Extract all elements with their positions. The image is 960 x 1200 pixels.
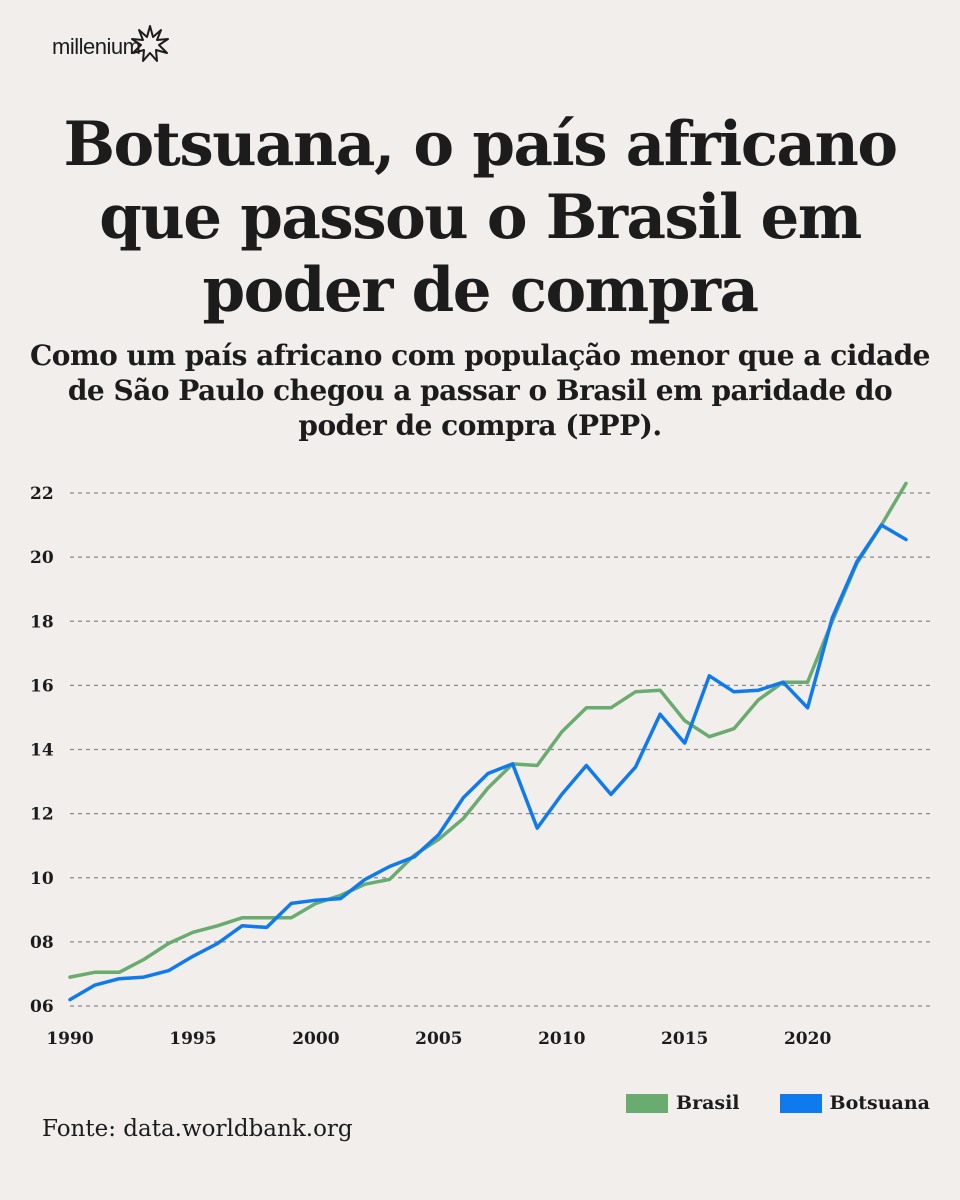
brand-name: millenium [52, 34, 141, 59]
x-tick-label: 1995 [169, 1029, 216, 1049]
y-tick-label: 14 [30, 741, 54, 761]
chart-legend: Brasil Botsuana [586, 1092, 930, 1114]
legend-label-brasil: Brasil [676, 1092, 740, 1114]
y-axis-ticks: 06 08 10 12 14 16 18 20 22 [30, 484, 54, 1017]
starburst-icon [131, 25, 170, 62]
y-tick-label: 12 [30, 805, 54, 825]
x-tick-label: 2000 [292, 1029, 339, 1049]
x-tick-label: 1990 [46, 1029, 93, 1049]
x-tick-label: 2020 [784, 1029, 831, 1049]
x-axis-ticks: 1990 1995 2000 2005 2010 2015 2020 [46, 1029, 831, 1049]
legend-item-brasil: Brasil [626, 1092, 740, 1114]
chart-series [68, 481, 908, 1002]
legend-label-botsuana: Botsuana [829, 1092, 930, 1114]
source-note: Fonte: data.worldbank.org [42, 1116, 353, 1142]
y-tick-label: 10 [30, 869, 54, 889]
y-tick-label: 08 [30, 933, 54, 953]
y-tick-label: 16 [30, 676, 54, 696]
y-tick-label: 18 [30, 612, 54, 632]
legend-swatch-botsuana [779, 1093, 822, 1113]
x-tick-label: 2015 [661, 1029, 708, 1049]
series-line-botsuana [68, 523, 908, 1002]
series-line-brasil [68, 481, 908, 979]
x-tick-label: 2005 [415, 1029, 462, 1049]
legend-item-botsuana: Botsuana [779, 1092, 930, 1114]
brand-logo: millenium [52, 25, 170, 64]
line-chart: 06 08 10 12 14 16 18 20 22 1990 1995 2000 2005 2010 2… [30, 481, 932, 1049]
y-tick-label: 20 [30, 548, 54, 568]
x-tick-label: 2010 [538, 1029, 585, 1049]
y-tick-label: 06 [30, 997, 54, 1017]
page-subtitle: Como um país africano com população meno… [29, 339, 931, 442]
y-tick-label: 22 [30, 484, 54, 504]
page-title: Botsuana, o país africano que passou o B… [63, 109, 898, 326]
legend-swatch-brasil [626, 1093, 669, 1113]
